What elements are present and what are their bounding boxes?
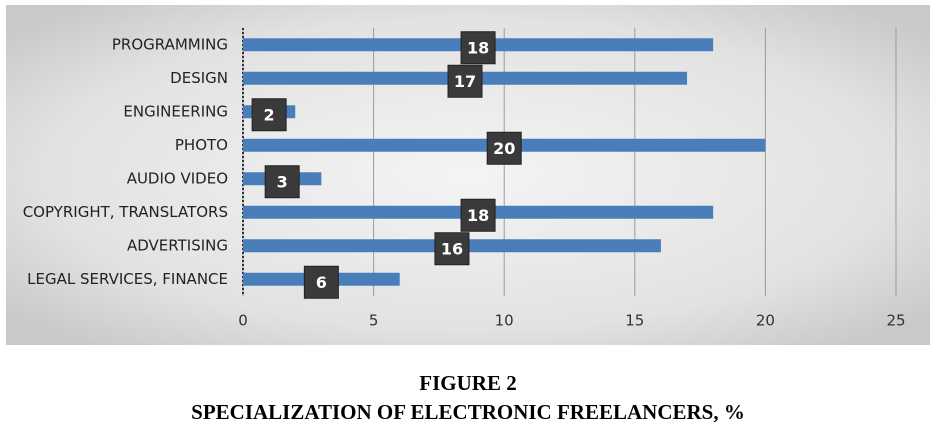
data-label: 18	[467, 206, 489, 225]
data-label-box	[460, 31, 496, 65]
data-label-box	[434, 232, 470, 266]
data-label-box	[486, 131, 522, 165]
data-label-box	[460, 198, 496, 232]
data-label: 18	[467, 38, 489, 57]
data-label: 6	[316, 273, 327, 292]
data-label-box	[447, 64, 483, 98]
y-tick-label: AUDIO VIDEO	[127, 169, 228, 187]
x-tick-label: 10	[495, 312, 514, 330]
y-tick-label: COPYRIGHT, TRANSLATORS	[23, 203, 228, 221]
y-tick-label: LEGAL SERVICES, FINANCE	[27, 270, 228, 288]
data-label: 20	[493, 139, 515, 158]
data-label: 16	[441, 239, 463, 258]
figure-label: FIGURE 2	[419, 371, 516, 395]
y-tick-label: ENGINEERING	[123, 102, 228, 120]
y-tick-label: ADVERTISING	[127, 236, 228, 254]
x-tick-label: 15	[625, 312, 644, 330]
data-label-box	[264, 165, 300, 199]
x-tick-label: 0	[238, 312, 248, 330]
y-tick-label: PROGRAMMING	[112, 35, 228, 53]
x-tick-label: 25	[886, 312, 905, 330]
chart-title: SPECIALIZATION OF ELECTRONIC FREELANCERS…	[191, 400, 745, 424]
x-tick-label: 5	[369, 312, 379, 330]
y-tick-label: DESIGN	[170, 69, 228, 87]
data-label-box	[303, 265, 339, 299]
data-label: 2	[264, 105, 275, 124]
data-label: 3	[277, 172, 288, 191]
y-tick-label: PHOTO	[175, 136, 228, 154]
x-tick-label: 20	[756, 312, 775, 330]
data-label-box	[251, 98, 287, 132]
data-label: 17	[454, 72, 476, 91]
